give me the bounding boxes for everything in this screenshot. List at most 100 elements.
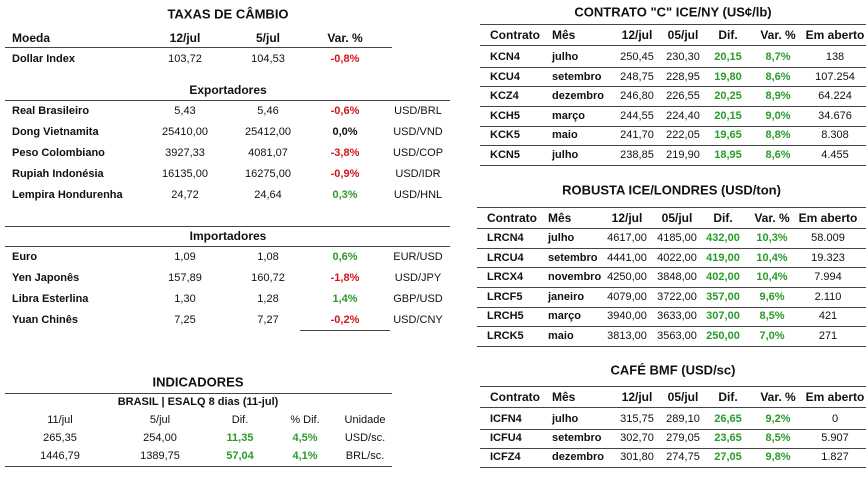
cell: 0	[831, 413, 839, 425]
cell: 265,35	[43, 432, 77, 444]
cell: BRL/sc.	[345, 450, 385, 462]
cell: dezembro	[552, 451, 604, 463]
rule	[300, 330, 390, 331]
rule	[480, 45, 866, 46]
cell: -0,8%	[330, 53, 360, 65]
cell: 4441,00	[607, 251, 647, 264]
rule	[480, 106, 866, 107]
cell: USD/HNL	[393, 189, 443, 201]
column-header: 05/jul	[667, 390, 699, 404]
cell: KCN5	[490, 149, 520, 161]
cell: 238,85	[620, 149, 654, 161]
cell: 357,00	[706, 290, 740, 303]
column-header: Em aberto	[805, 390, 865, 404]
cell: KCZ4	[490, 90, 519, 103]
cell: 246,80	[620, 90, 654, 103]
cell: -0,2%	[330, 314, 360, 326]
cell: 3633,00	[657, 310, 697, 323]
cell: KCU4	[490, 70, 520, 83]
rule	[480, 125, 866, 127]
column-header: Mês	[548, 211, 572, 225]
cell: 244,55	[620, 109, 654, 122]
cell: 250,00	[706, 330, 740, 342]
cell: 8,5%	[765, 432, 791, 444]
cell: março	[548, 310, 582, 323]
cell: dezembro	[552, 90, 604, 103]
cell: novembro	[548, 271, 602, 284]
rule	[477, 326, 866, 328]
cell: 7,0%	[759, 330, 785, 342]
column-header: Var. %	[760, 28, 796, 42]
rule	[5, 226, 450, 227]
rule	[480, 386, 866, 387]
cell: 274,75	[666, 451, 700, 463]
cell: 24,64	[254, 189, 282, 201]
cell: 4250,00	[607, 271, 647, 284]
cell: 5.907	[821, 432, 849, 444]
cell: 26,65	[714, 413, 742, 425]
cell: 107.254	[815, 70, 855, 83]
rule	[480, 428, 866, 430]
cell: 18,95	[714, 149, 742, 161]
column-header: Contrato	[490, 28, 540, 42]
cell: 4185,00	[657, 232, 697, 244]
cell: 222,05	[666, 129, 700, 142]
cell: 25410,00	[162, 126, 208, 138]
rule	[477, 287, 866, 288]
cell: 24,72	[171, 189, 199, 201]
column-header: Var. %	[754, 211, 790, 225]
cell: 4.455	[821, 149, 849, 161]
rule	[480, 66, 866, 68]
column-header: Mês	[552, 390, 576, 404]
column-header: Em aberto	[798, 211, 858, 225]
cell: 432,00	[706, 232, 740, 244]
cell: 20,25	[714, 90, 742, 103]
cell: 8,5%	[759, 310, 785, 323]
cell: 219,90	[666, 149, 700, 161]
column-header: 5/jul	[149, 414, 171, 426]
cell: março	[552, 109, 586, 122]
cell: LRCN4	[487, 232, 524, 244]
cell: 3813,00	[607, 330, 647, 342]
cell: ICFN4	[490, 413, 522, 425]
row-label: Lempira Hondurenha	[12, 189, 123, 201]
cell: 20,15	[714, 51, 742, 63]
cell: 7.994	[814, 271, 842, 284]
row-label: Yuan Chinês	[12, 314, 79, 326]
column-header: % Dif.	[290, 414, 320, 426]
cell: 103,72	[168, 53, 202, 65]
cell: USD/CNY	[393, 314, 443, 326]
cell: USD/COP	[392, 147, 444, 159]
cell: 5,43	[174, 105, 196, 117]
rule	[5, 100, 450, 101]
cell: 301,80	[620, 451, 654, 463]
cell: 289,10	[666, 413, 700, 425]
cell: LRCK5	[487, 330, 524, 342]
cell: LRCH5	[487, 310, 524, 323]
rule	[480, 145, 866, 147]
cell: 19,65	[714, 129, 742, 142]
cell: 315,75	[620, 413, 654, 425]
rule	[5, 246, 450, 247]
cell: 57,04	[226, 450, 254, 462]
cell: maio	[548, 330, 574, 342]
column-header: Var. %	[760, 390, 796, 404]
column-header: Var. %	[327, 31, 363, 45]
cell: 279,05	[666, 432, 700, 444]
cell: 1,4%	[332, 293, 358, 305]
cell: 250,45	[620, 51, 654, 63]
cell: 248,75	[620, 70, 654, 83]
column-header: Dif.	[718, 28, 738, 42]
cell: 224,40	[666, 109, 700, 122]
row-label: Libra Esterlina	[12, 293, 89, 305]
cell: setembro	[552, 432, 602, 444]
cell: 9,8%	[765, 451, 791, 463]
rule	[480, 466, 866, 468]
cell: 8,6%	[765, 149, 791, 161]
column-header: Contrato	[487, 211, 537, 225]
cell: 16275,00	[245, 168, 291, 180]
cell: USD/IDR	[395, 168, 441, 180]
rule	[477, 267, 866, 269]
cell: 157,89	[168, 272, 202, 284]
